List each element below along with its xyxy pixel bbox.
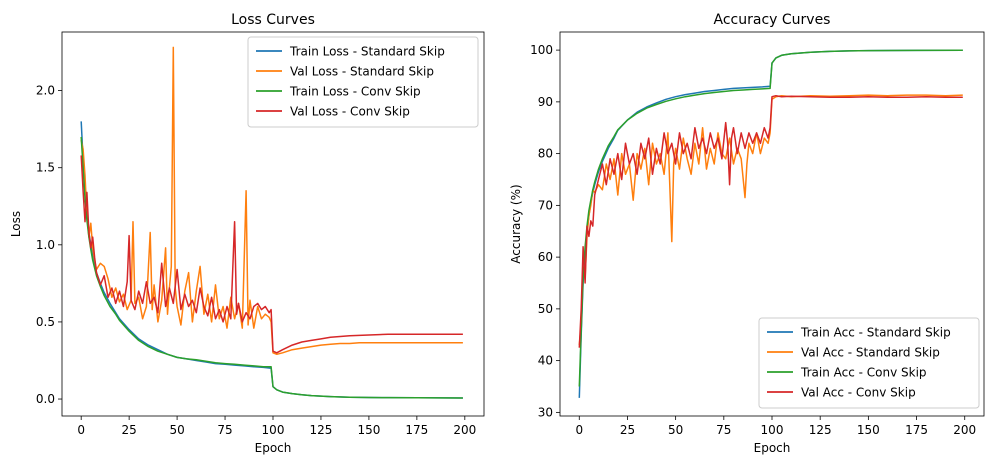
x-tick-label: 0 <box>77 423 85 437</box>
legend: Train Acc - Standard Skip Val Acc - Stand… <box>758 317 980 409</box>
legend-label-1: Train Acc - Standard Skip <box>800 326 951 340</box>
x-tick-label: 150 <box>357 423 380 437</box>
x-tick-label: 0 <box>575 423 583 437</box>
y-tick-label: 100 <box>530 43 553 57</box>
legend-label-4: Val Loss - Conv Skip <box>290 105 410 119</box>
chart-title: Accuracy Curves <box>714 12 831 28</box>
y-axis-label: Accuracy (%) <box>509 184 523 263</box>
legend-label-3: Train Acc - Conv Skip <box>800 366 927 380</box>
x-tick-label: 125 <box>809 423 832 437</box>
x-tick-label: 50 <box>668 423 683 437</box>
y-tick-label: 0.5 <box>36 315 55 329</box>
x-tick-label: 100 <box>761 423 784 437</box>
x-tick-label: 200 <box>953 423 976 437</box>
loss-curves-panel: 0 25 50 75 100 125 150 175 200 0.0 0.5 1.0 1.5 2.0 Los… <box>9 12 485 455</box>
x-axis-label: Epoch <box>255 441 292 455</box>
series-line-4 <box>578 94 963 348</box>
legend-label-1: Train Loss - Standard Skip <box>289 45 445 59</box>
x-tick-label: 25 <box>620 423 635 437</box>
y-tick-label: 2.0 <box>36 84 55 98</box>
legend-label-2: Val Acc - Standard Skip <box>801 346 940 360</box>
legend-box <box>758 317 980 409</box>
x-tick-label: 75 <box>716 423 731 437</box>
y-tick-label: 50 <box>538 302 553 316</box>
series-line-2 <box>80 46 463 356</box>
series-line-3 <box>578 49 963 387</box>
y-tick-label: 70 <box>538 198 553 212</box>
series-line-2 <box>578 94 963 346</box>
chart-title: Loss Curves <box>231 12 315 28</box>
y-tick-label: 80 <box>538 147 553 161</box>
x-tick-label: 75 <box>217 423 232 437</box>
x-tick-label: 175 <box>405 423 428 437</box>
x-tick-label: 175 <box>905 423 928 437</box>
y-tick-label: 30 <box>538 405 553 419</box>
y-tick-label: 60 <box>538 250 553 264</box>
legend-label-3: Train Loss - Conv Skip <box>289 85 421 99</box>
x-tick-label: 25 <box>121 423 136 437</box>
y-axis-label: Loss <box>9 211 23 237</box>
x-tick-label: 150 <box>857 423 880 437</box>
series-line-1 <box>80 121 463 399</box>
series-line-4 <box>80 155 463 354</box>
legend: Train Loss - Standard Skip Val Loss - Sta… <box>247 36 479 128</box>
legend-box <box>247 36 479 128</box>
x-tick-label: 125 <box>310 423 333 437</box>
y-tick-label: 90 <box>538 95 553 109</box>
x-tick-label: 50 <box>169 423 184 437</box>
y-tick-label: 0.0 <box>36 392 55 406</box>
legend-label-4: Val Acc - Conv Skip <box>801 386 916 400</box>
y-tick-label: 40 <box>538 354 553 368</box>
series-line-3 <box>80 136 463 399</box>
x-tick-label: 100 <box>262 423 285 437</box>
x-axis-label: Epoch <box>754 441 791 455</box>
y-tick-label: 1.5 <box>36 161 55 175</box>
y-tick-label: 1.0 <box>36 238 55 252</box>
x-tick-label: 200 <box>453 423 476 437</box>
accuracy-curves-panel: 0 25 50 75 100 125 150 175 200 30 40 50 60 70 80 90 100 A… <box>509 12 985 455</box>
legend-label-2: Val Loss - Standard Skip <box>290 65 434 79</box>
